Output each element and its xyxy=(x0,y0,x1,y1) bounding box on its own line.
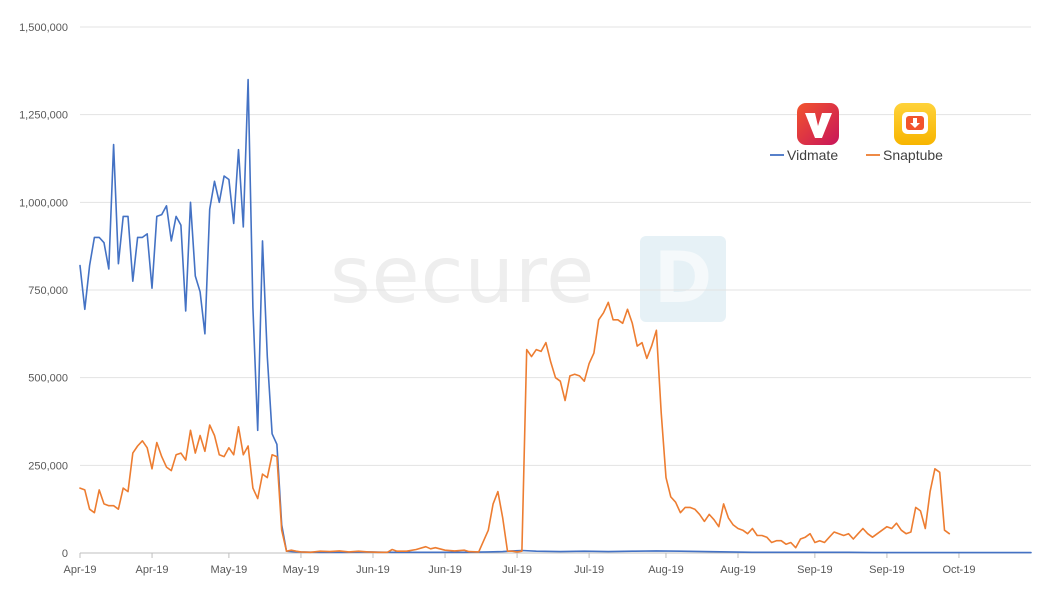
x-tick-label: Aug-19 xyxy=(648,564,683,576)
x-tick-label: Sep-19 xyxy=(869,564,904,576)
legend-entry-vidmate: Vidmate xyxy=(770,147,838,163)
x-tick-label: Jun-19 xyxy=(428,564,462,576)
vidmate-logo-icon xyxy=(797,103,839,145)
watermark: secure D xyxy=(330,231,726,322)
x-tick-label: Jul-19 xyxy=(574,564,604,576)
x-tick-label: Jul-19 xyxy=(502,564,532,576)
watermark-logo-icon xyxy=(640,236,726,322)
y-tick-label: 1,500,000 xyxy=(19,22,68,34)
gridlines xyxy=(80,26,1031,554)
legend-entry-snaptube: Snaptube xyxy=(866,147,943,163)
legend: Vidmate Snaptube xyxy=(770,103,943,163)
x-tick-label: Oct-19 xyxy=(942,564,975,576)
x-tick-label: May-19 xyxy=(211,564,248,576)
series-lines xyxy=(79,78,1032,554)
x-tick-label: Jun-19 xyxy=(356,564,390,576)
legend-label: Snaptube xyxy=(883,147,943,163)
y-tick-label: 500,000 xyxy=(28,373,68,385)
y-tick-label: 1,000,000 xyxy=(19,197,68,209)
y-tick-label: 250,000 xyxy=(28,460,68,472)
y-tick-label: 0 xyxy=(62,548,68,560)
x-tick-label: Sep-19 xyxy=(797,564,832,576)
y-tick-label: 750,000 xyxy=(28,285,68,297)
series-line-snaptube xyxy=(79,301,951,554)
snaptube-logo-icon xyxy=(894,103,936,145)
y-axis: 0 250,000 500,000 750,000 1,000,000 1,250,000… xyxy=(19,22,68,560)
x-tick-label: May-19 xyxy=(283,564,320,576)
x-tick-label: Aug-19 xyxy=(720,564,755,576)
y-tick-label: 1,250,000 xyxy=(19,110,68,122)
x-tick-label: Apr-19 xyxy=(63,564,96,576)
watermark-mark: D xyxy=(654,237,712,319)
x-axis: Apr-19 Apr-19 May-19 May-19 Jun-19 Jun-19 Jul-… xyxy=(63,553,975,576)
series-line-vidmate xyxy=(79,78,1032,554)
legend-label: Vidmate xyxy=(787,147,838,163)
x-tick-label: Apr-19 xyxy=(136,564,169,576)
watermark-text: secure xyxy=(330,231,595,321)
